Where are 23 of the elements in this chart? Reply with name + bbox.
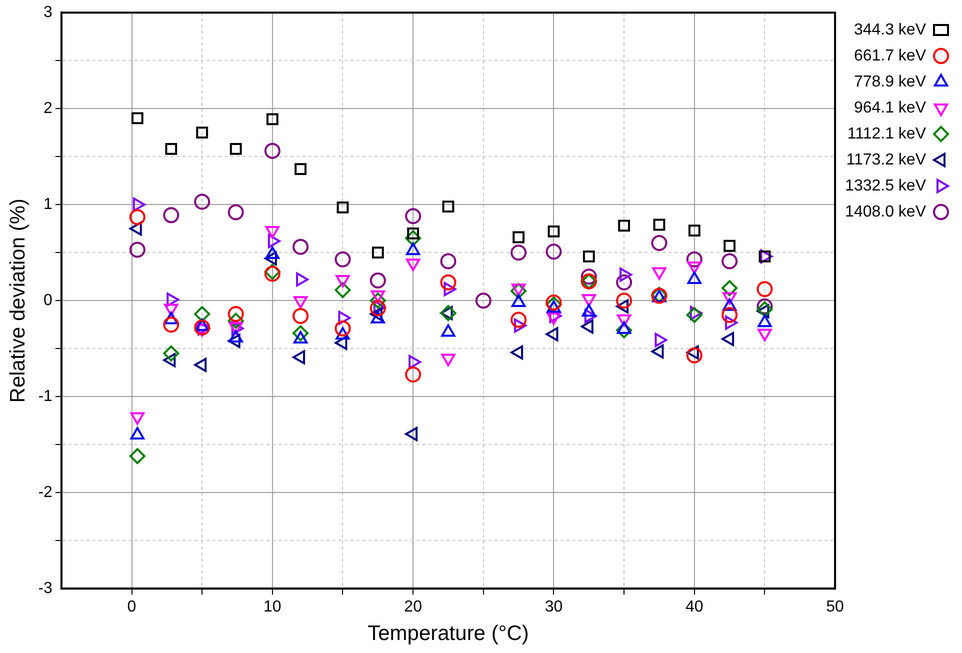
legend-label: 1173.2 keV	[846, 151, 926, 168]
y-tick-label: -1	[38, 388, 53, 406]
x-tick-label: 40	[685, 598, 704, 616]
y-axis-title: Relative deviation (%)	[6, 198, 30, 403]
y-tick-label: 3	[44, 4, 53, 22]
legend-label: 778.9 keV	[854, 73, 926, 90]
legend-label: 964.1 keV	[854, 99, 926, 116]
x-axis-title: Temperature (°C)	[368, 622, 529, 646]
legend-label: 661.7 keV	[854, 47, 926, 64]
legend-label: 1112.1 keV	[847, 125, 926, 142]
x-tick-label: 0	[127, 598, 136, 616]
y-tick-label: -3	[38, 580, 53, 598]
y-tick-label: -2	[38, 484, 53, 502]
legend-label: 1332.5 keV	[845, 177, 926, 194]
x-tick-label: 50	[826, 598, 844, 616]
x-tick-label: 30	[544, 598, 563, 616]
y-tick-label: 0	[44, 292, 53, 310]
legend-label: 1408.0 keV	[845, 203, 926, 220]
y-tick-label: 2	[44, 100, 53, 118]
legend-label: 344.3 keV	[854, 21, 926, 38]
y-tick-label: 1	[44, 196, 53, 214]
x-tick-label: 10	[264, 598, 282, 616]
x-tick-label: 20	[404, 598, 422, 616]
